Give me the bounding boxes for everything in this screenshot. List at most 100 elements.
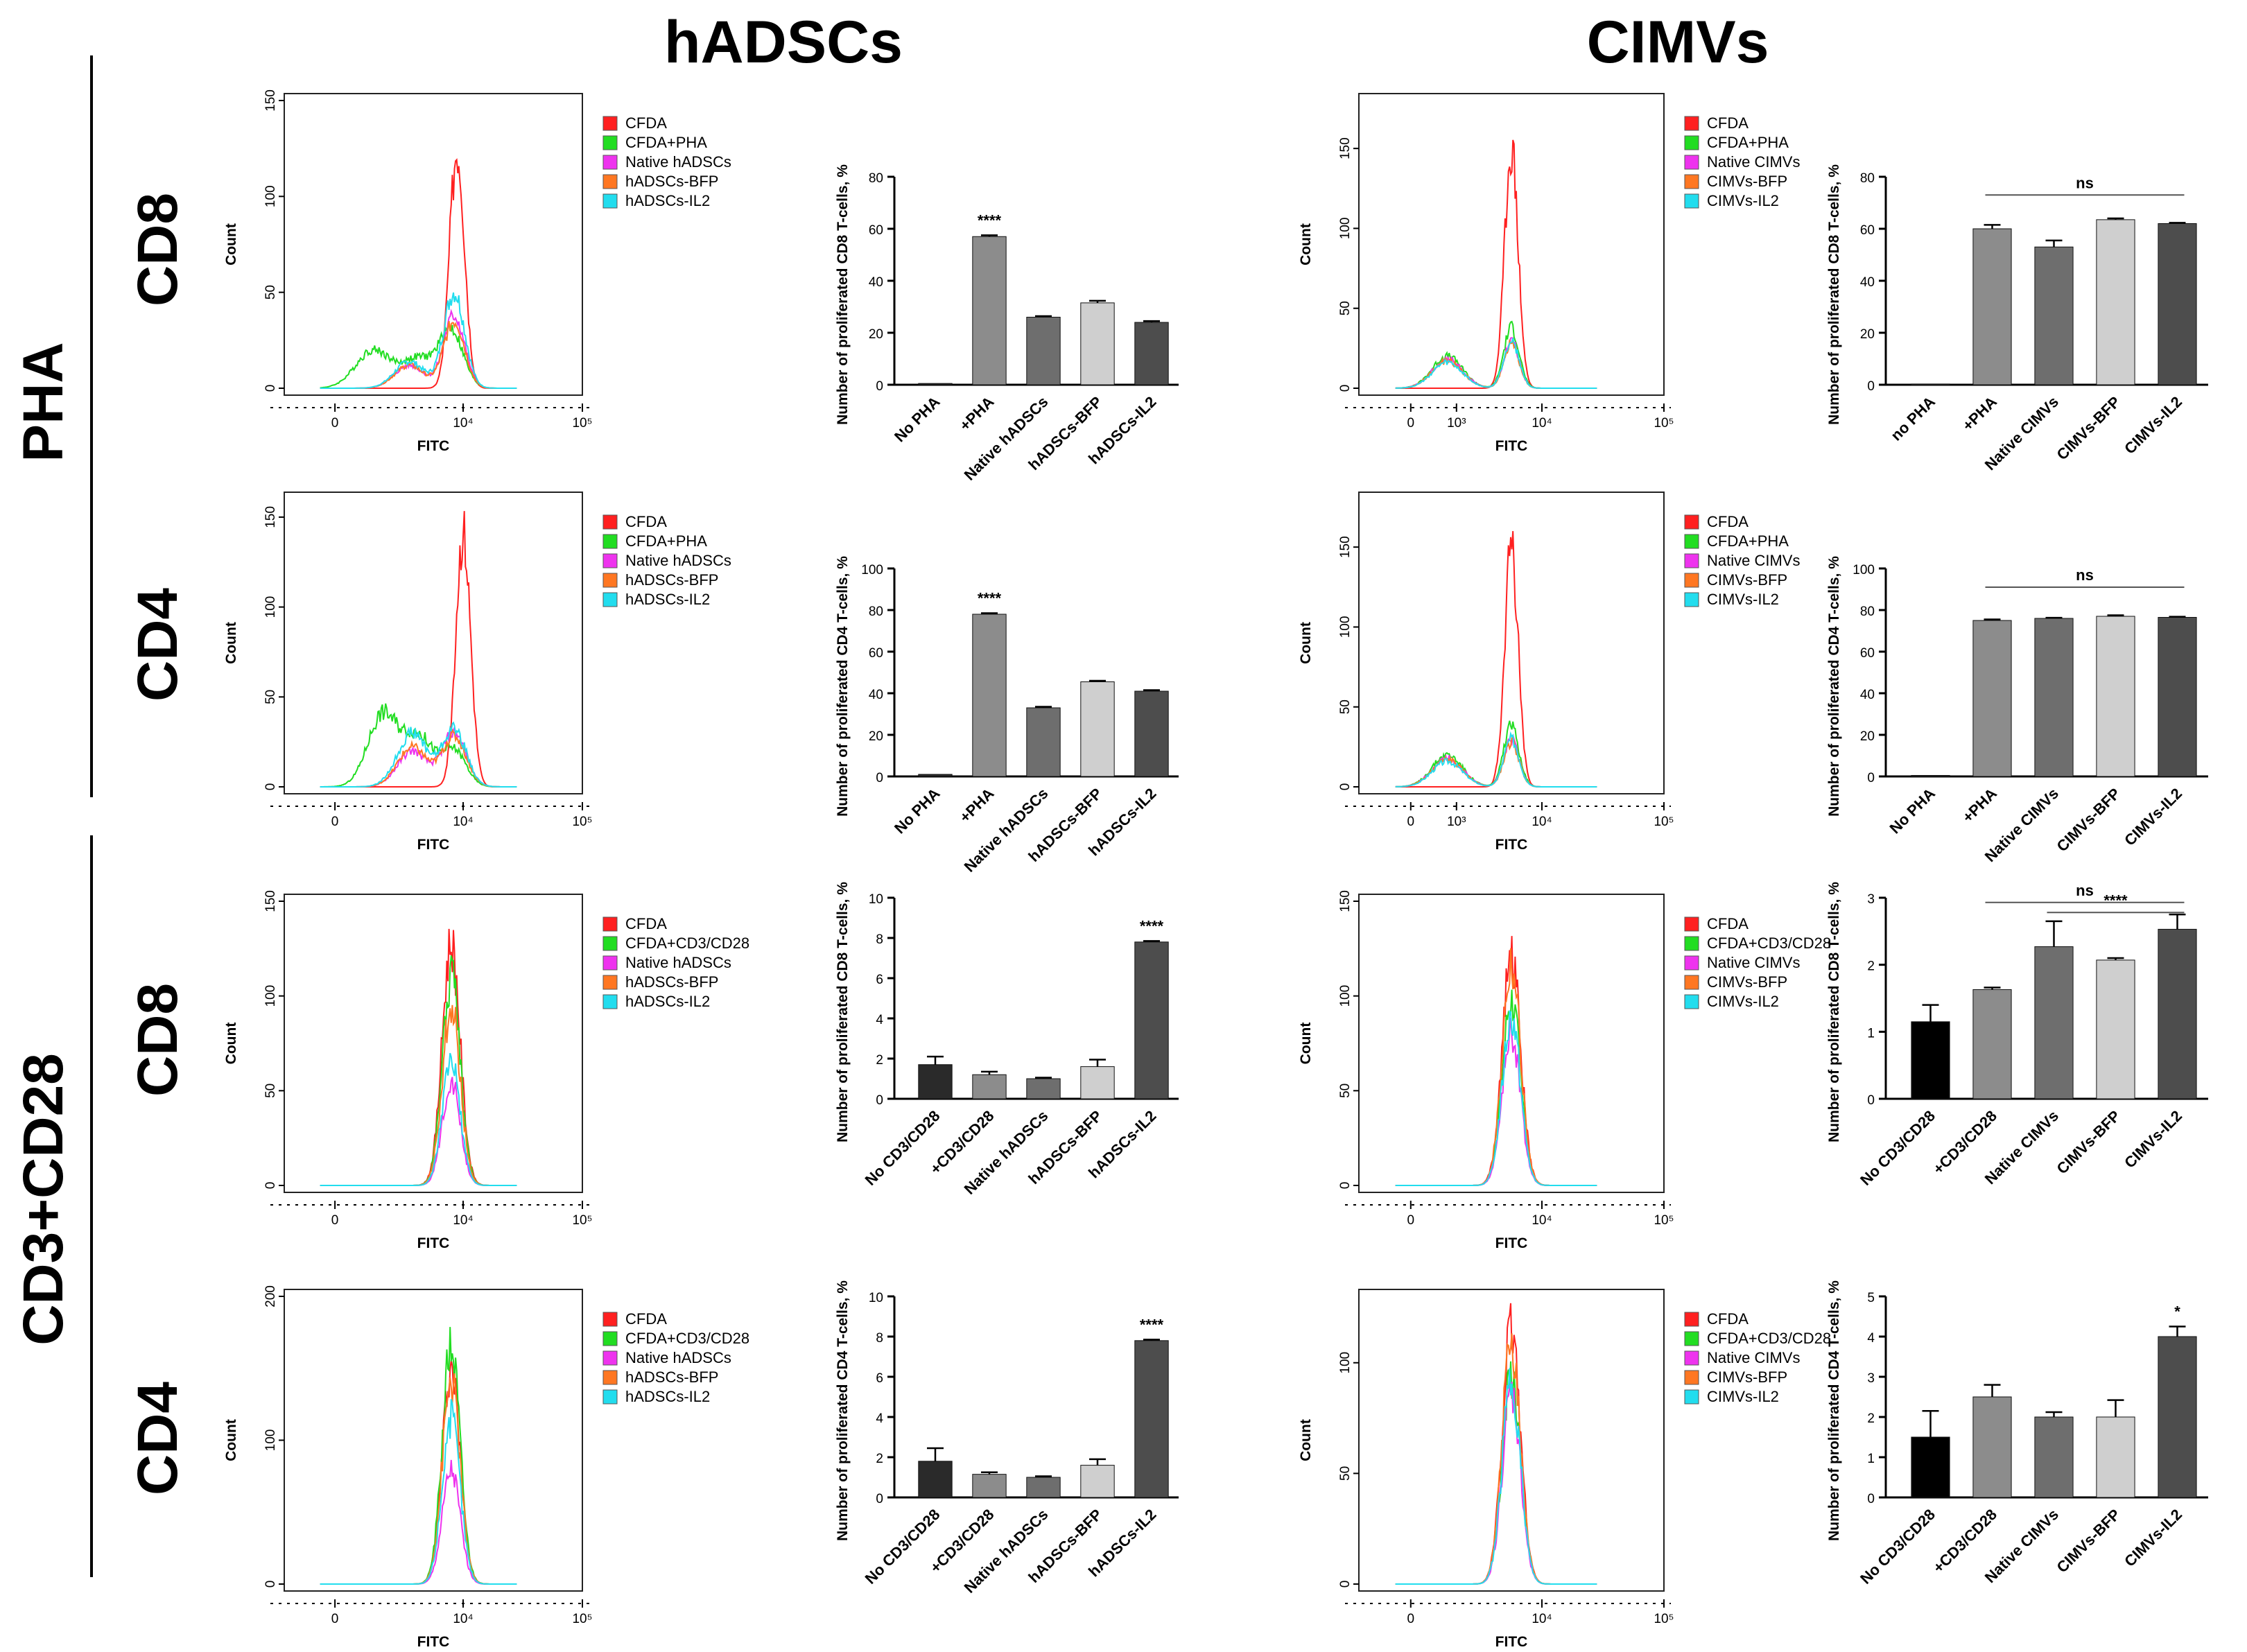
y-axis-label: Number of proliferated CD8 T-cells, % <box>1826 882 1842 1142</box>
legend-swatch-native-hadscs <box>602 553 618 568</box>
significance-marker: **** <box>978 590 1002 607</box>
x-tick-label: 0 <box>1407 1612 1415 1626</box>
y-axis-label: Number of proliferated CD8 T-cells, % <box>835 164 851 425</box>
histogram-curve-cfda <box>320 158 517 389</box>
legend-label-cfda: CFDA <box>1707 513 1749 530</box>
histogram-panel-0: 0 50 100 150 0 10⁴ 10⁵ FITC Count CFDA CFDA+PHA Nat… <box>223 89 731 454</box>
legend-swatch-cfda-cd3-cd28 <box>602 1331 618 1346</box>
x-tick-label: 10⁵ <box>572 1213 592 1228</box>
bar-no-cd3-cd28 <box>918 1064 953 1099</box>
histogram-panel-2: 0 50 100 150 0 10³ 10⁴ 10⁵ FITC Count CFDA CFDA+PHA… <box>1298 93 1800 454</box>
y-tick-label: 2 <box>1867 959 1875 974</box>
legend-label-native-hadscs: Native hADSCs <box>625 552 731 569</box>
y-tick-label: 4 <box>876 1013 883 1027</box>
legend-swatch-native-hadscs <box>602 955 618 971</box>
legend-label-cfda: CFDA <box>1707 114 1749 132</box>
bar-no-cd3-cd28 <box>1911 1021 1950 1099</box>
legend-swatch-cfda-cd3-cd28 <box>602 936 618 951</box>
histogram-curve-cfda-pha <box>320 324 517 389</box>
histogram-frame <box>284 93 583 396</box>
bar-no-pha <box>1911 775 1950 777</box>
y-tick-label: 60 <box>1860 223 1875 238</box>
legend-label-native-hadscs: Native hADSCs <box>625 954 731 971</box>
bar-panel-9: 0 2 4 6 8 10 Number of proliferated CD8 T-cell… <box>835 882 1179 1198</box>
x-tick-label: 10⁴ <box>1532 416 1552 431</box>
histogram-frame <box>1358 894 1665 1193</box>
x-tick-label: 10⁴ <box>453 815 473 829</box>
x-tick-label: 0 <box>331 815 339 829</box>
y-tick-label: 40 <box>869 275 883 290</box>
bar-panel-11: 0 1 2 3 Number of proliferated CD8 T-cells, … <box>1826 882 2208 1189</box>
histogram-curve-native-hadscs <box>320 308 517 389</box>
category-label-pha: +PHA <box>1959 393 2000 435</box>
y-axis-label: Count <box>223 622 239 664</box>
y-tick-label: 3 <box>1867 1371 1875 1386</box>
y-tick-label: 0 <box>1867 379 1875 394</box>
legend-swatch-native-cimvs <box>1684 553 1699 568</box>
bar-hadscs-il2 <box>1134 1340 1169 1498</box>
y-tick-label: 100 <box>1338 616 1353 638</box>
x-tick-label: 10⁴ <box>453 416 473 431</box>
legend-swatch-cfda <box>1684 116 1699 131</box>
y-tick-label: 100 <box>1338 218 1353 240</box>
y-tick-label: 8 <box>876 1331 883 1346</box>
bar-pha <box>1972 228 2012 385</box>
bar-hadscs-bfp <box>1080 1066 1115 1099</box>
legend-swatch-hadscs-bfp <box>602 174 618 189</box>
category-label-no-pha: no PHA <box>1887 393 1938 444</box>
legend-swatch-hadscs-bfp <box>602 573 618 588</box>
row-label-cd3cd28-cd8: CD8 <box>126 983 189 1097</box>
x-tick-label: 0 <box>331 1612 339 1626</box>
y-tick-label: 100 <box>263 596 278 618</box>
side-label-cd3cd28: CD3+CD28 <box>12 1053 75 1346</box>
category-label-cimvs-il2: CIMVs-IL2 <box>2121 1107 2185 1172</box>
bar-cimvs-bfp <box>2096 1416 2135 1498</box>
y-tick-label: 0 <box>876 771 883 785</box>
legend-swatch-hadscs-il2 <box>602 1389 618 1405</box>
histogram-frame <box>1358 492 1665 794</box>
y-tick-label: 100 <box>1338 1352 1353 1374</box>
x-tick-label: 10⁵ <box>572 1612 592 1626</box>
y-axis-label: Number of proliferated CD8 T-cells, % <box>835 882 851 1142</box>
legend-label-cfda-cd3-cd28: CFDA+CD3/CD28 <box>625 934 749 952</box>
x-tick-label: 10⁴ <box>453 1612 473 1626</box>
legend-swatch-native-cimvs <box>1684 1350 1699 1366</box>
histogram-curve-native-cimvs <box>1395 1018 1597 1186</box>
y-tick-label: 0 <box>1338 1581 1353 1588</box>
y-tick-label: 50 <box>1338 1466 1353 1481</box>
histogram-panel-12: 0 100 200 0 10⁴ 10⁵ FITC Count CFDA CFDA+CD3/CD28… <box>223 1285 749 1650</box>
y-tick-label: 20 <box>869 729 883 744</box>
bar-panel-5: 0 20 40 60 80 100 Number of proliferated CD4 T… <box>835 556 1179 876</box>
x-tick-label: 10⁵ <box>1654 1612 1674 1626</box>
y-tick-label: 1 <box>1867 1452 1875 1466</box>
y-tick-label: 150 <box>263 506 278 528</box>
legend-swatch-native-hadscs <box>602 155 618 170</box>
y-tick-label: 50 <box>1338 699 1353 714</box>
y-tick-label: 80 <box>1860 171 1875 186</box>
y-tick-label: 0 <box>1338 783 1353 791</box>
legend-swatch-cimvs-bfp <box>1684 573 1699 588</box>
legend-swatch-cfda-pha <box>602 135 618 150</box>
legend-label-cimvs-bfp: CIMVs-BFP <box>1707 1368 1787 1386</box>
y-tick-label: 0 <box>1867 771 1875 785</box>
y-axis-label: Number of proliferated CD4 T-cells, % <box>1826 1280 1842 1541</box>
significance-marker: **** <box>1140 917 1164 934</box>
y-tick-label: 4 <box>876 1411 883 1426</box>
histogram-curve-cfda-cd3-cd28 <box>1395 1361 1597 1585</box>
y-tick-label: 3 <box>1867 892 1875 907</box>
y-tick-label: 40 <box>869 688 883 702</box>
bar-panel-15: 0 1 2 3 4 5 Number of proliferated CD4 T-cells… <box>1826 1280 2208 1588</box>
bar-no-cd3-cd28 <box>918 1461 953 1498</box>
y-axis-label: Count <box>223 1419 239 1461</box>
x-tick-label: 0 <box>1407 416 1415 431</box>
category-label-no-pha: No PHA <box>891 785 944 837</box>
y-tick-label: 0 <box>1338 385 1353 392</box>
bar-native-hadscs <box>1026 1477 1061 1498</box>
legend-swatch-cfda-pha <box>1684 135 1699 150</box>
y-tick-label: 60 <box>1860 646 1875 661</box>
legend-swatch-native-cimvs <box>1684 955 1699 971</box>
y-tick-label: 150 <box>1338 890 1353 912</box>
y-tick-label: 0 <box>876 1492 883 1506</box>
row-label-cd3cd28-cd4: CD4 <box>126 1382 189 1495</box>
